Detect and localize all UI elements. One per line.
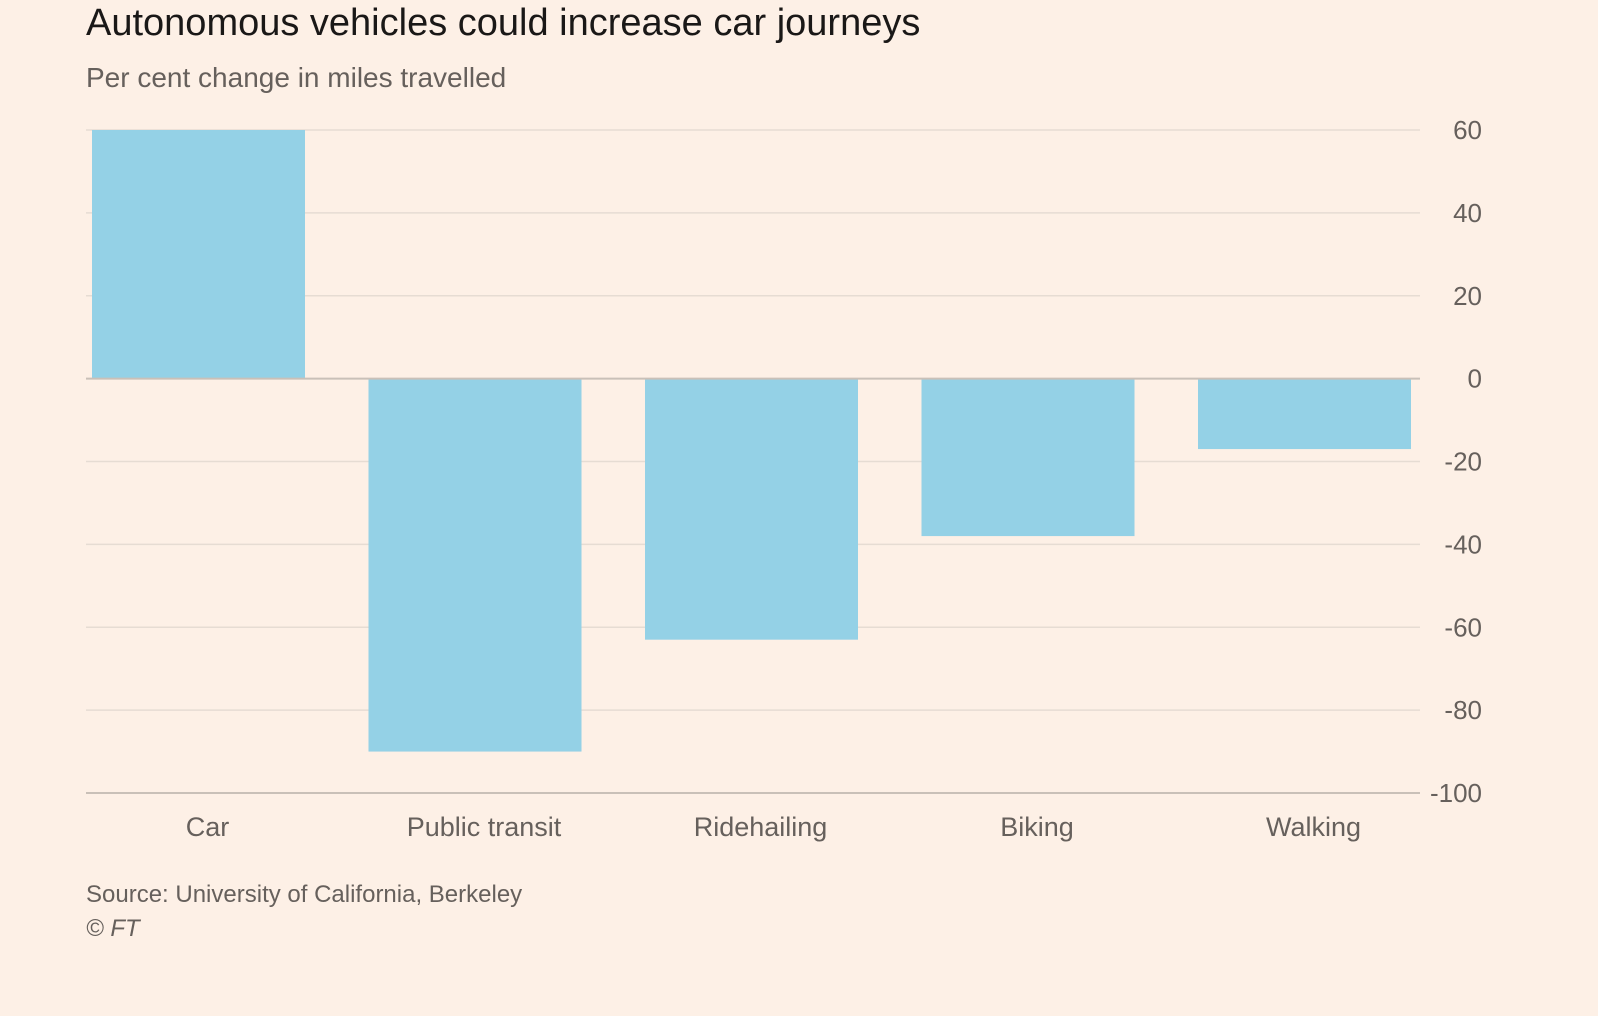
gridlines xyxy=(86,129,1420,794)
y-tick-label: 60 xyxy=(1453,115,1482,145)
bar-walking xyxy=(1198,378,1411,450)
x-category-label: Walking xyxy=(1266,812,1361,842)
y-tick-label: -40 xyxy=(1444,529,1482,559)
x-category-label: Biking xyxy=(1000,812,1074,842)
bar-public-transit xyxy=(368,378,582,752)
source-note: Source: University of California, Berkel… xyxy=(86,881,523,908)
y-tick-label: 0 xyxy=(1468,364,1482,394)
chart-title: Autonomous vehicles could increase car j… xyxy=(86,2,921,44)
copyright-note: © FT xyxy=(86,915,140,942)
y-tick-label: -20 xyxy=(1444,447,1482,477)
chart-subtitle: Per cent change in miles travelled xyxy=(86,62,507,93)
y-tick-label: 20 xyxy=(1453,281,1482,311)
y-tick-label: -80 xyxy=(1444,695,1482,725)
bar-car xyxy=(92,130,305,379)
bar-ridehailing xyxy=(645,378,858,640)
chart-footer: Source: University of California, Berkel… xyxy=(86,878,522,946)
x-axis-labels: Car Public transit Ridehailing Biking Walkin… xyxy=(186,812,1361,842)
y-tick-label: 40 xyxy=(1453,198,1482,228)
bar-biking xyxy=(921,378,1135,537)
x-category-label: Ridehailing xyxy=(694,812,828,842)
x-category-label: Public transit xyxy=(407,812,562,842)
y-axis-ticks: 60 40 20 0 -20 -40 -60 -80 -100 xyxy=(1430,115,1482,808)
bars xyxy=(92,130,1411,752)
y-tick-label: -100 xyxy=(1430,778,1482,808)
y-tick-label: -60 xyxy=(1444,612,1482,642)
x-category-label: Car xyxy=(186,812,230,842)
